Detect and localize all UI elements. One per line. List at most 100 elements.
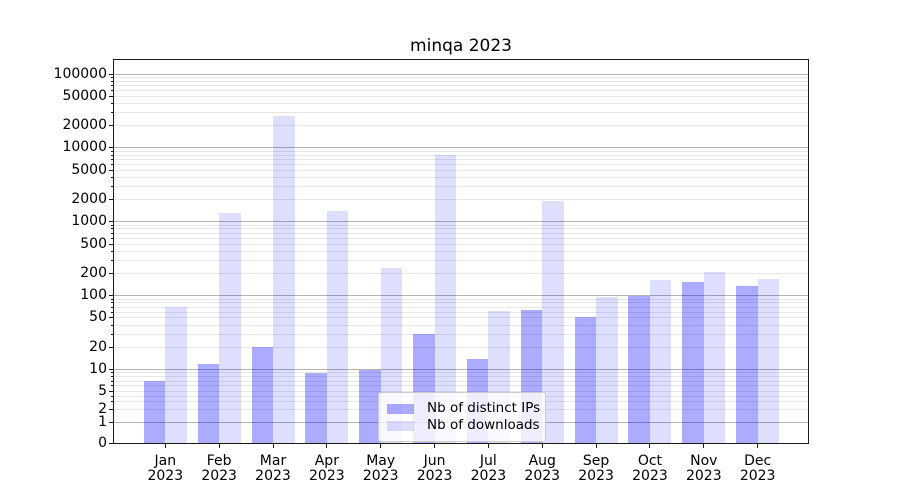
bar-downloads (542, 201, 564, 444)
gridline-minor (114, 372, 808, 374)
gridline-minor (114, 112, 808, 114)
y-tick-mark-minor (111, 176, 113, 178)
bar-distinct-ips (143, 381, 166, 444)
bar-distinct-ips (359, 369, 381, 444)
y-tick-mark-minor (111, 324, 113, 326)
bar-distinct-ips (736, 286, 758, 444)
legend-swatch-distinct-ips (387, 403, 414, 414)
gridline-minor (114, 186, 808, 188)
chart-title: minqa 2023 (410, 36, 512, 56)
y-tick-mark-minor (111, 237, 113, 239)
x-tick-mark (380, 444, 382, 448)
gridline-minor (114, 176, 808, 178)
bar-distinct-ips (251, 347, 273, 444)
y-tick-mark-minor (111, 298, 113, 300)
y-tick-label: 5000 (71, 161, 107, 178)
y-tick-mark-minor (111, 395, 113, 397)
gridline-minor (114, 317, 808, 319)
y-tick-mark-minor (111, 302, 113, 304)
x-tick-label: Feb 2023 (201, 453, 237, 484)
bar-downloads (165, 307, 187, 444)
y-tick-mark (109, 317, 113, 319)
y-tick-mark (109, 421, 113, 423)
y-tick-mark-minor (111, 224, 113, 226)
x-tick-mark (164, 444, 166, 448)
x-tick-label: Dec 2023 (739, 453, 776, 484)
y-tick-mark (109, 169, 113, 171)
x-tick-mark (541, 444, 543, 448)
y-tick-mark-minor (111, 76, 113, 78)
x-tick-label: Oct 2023 (632, 453, 668, 484)
y-tick-mark (109, 272, 113, 274)
y-tick-label: 50 (89, 309, 107, 326)
x-tick-label: May 2023 (362, 453, 399, 484)
y-tick-mark-minor (111, 158, 113, 160)
gridline-minor (114, 380, 808, 382)
gridline-minor (114, 298, 808, 300)
bar-downloads (219, 213, 241, 444)
y-tick-label: 0 (98, 435, 107, 451)
x-tick-mark (649, 444, 651, 448)
bar-distinct-ips (197, 363, 220, 444)
x-tick-label: Jan 2023 (147, 453, 184, 484)
gridline-minor (114, 250, 808, 252)
gridline-minor (114, 154, 808, 156)
gridline-minor (114, 237, 808, 239)
y-tick-mark-minor (111, 259, 113, 261)
y-tick-mark (109, 443, 113, 444)
y-tick-mark (109, 221, 113, 223)
y-tick-mark (109, 125, 113, 127)
gridline-minor (114, 311, 808, 313)
y-tick-mark (109, 199, 113, 201)
gridline-minor (114, 80, 808, 82)
y-tick-mark-minor (111, 228, 113, 230)
gridline-minor (114, 333, 808, 335)
y-tick-mark-minor (111, 376, 113, 378)
y-tick-mark-minor (111, 250, 113, 252)
x-tick-label: Sep 2023 (578, 453, 614, 484)
y-tick-label: 10 (89, 361, 107, 378)
gridline-minor (114, 272, 808, 274)
gridline-minor (114, 89, 808, 91)
y-tick-mark (109, 147, 113, 149)
y-tick-label: 2 (98, 401, 107, 417)
y-tick-mark (109, 369, 113, 371)
y-tick-mark-minor (111, 163, 113, 165)
bar-downloads (703, 271, 726, 444)
x-tick-mark (434, 444, 436, 448)
legend-item-downloads: Nb of downloads (387, 417, 540, 433)
gridline-minor (114, 158, 808, 160)
gridline-minor (114, 228, 808, 230)
y-tick-mark-minor (111, 385, 113, 387)
gridline-minor (114, 346, 808, 348)
x-tick-label: Mar 2023 (255, 453, 291, 484)
bar-downloads (596, 296, 618, 444)
x-tick-label: Apr 2023 (309, 453, 345, 484)
legend-label-downloads: Nb of downloads (427, 417, 540, 433)
bar-downloads (757, 278, 780, 444)
y-tick-mark (109, 95, 113, 97)
y-tick-mark-minor (111, 186, 113, 188)
y-tick-label: 200 (80, 264, 107, 281)
legend-swatch-downloads (387, 420, 414, 431)
gridline-minor (114, 232, 808, 234)
y-tick-mark (109, 391, 113, 393)
x-tick-mark (595, 444, 597, 448)
bar-downloads (649, 279, 672, 444)
y-tick-mark-minor (111, 150, 113, 152)
y-tick-mark-minor (111, 84, 113, 86)
gridline-minor (114, 76, 808, 78)
x-tick-mark (487, 444, 489, 448)
bar-distinct-ips (574, 316, 597, 444)
y-tick-mark-minor (111, 306, 113, 308)
bar-downloads (326, 211, 349, 444)
x-tick-label: Aug 2023 (524, 453, 561, 484)
y-tick-mark-minor (111, 333, 113, 335)
y-tick-mark (109, 346, 113, 348)
gridline-minor (114, 95, 808, 97)
legend-label-distinct-ips: Nb of distinct IPs (427, 400, 541, 416)
x-tick-label: Nov 2023 (685, 453, 722, 484)
